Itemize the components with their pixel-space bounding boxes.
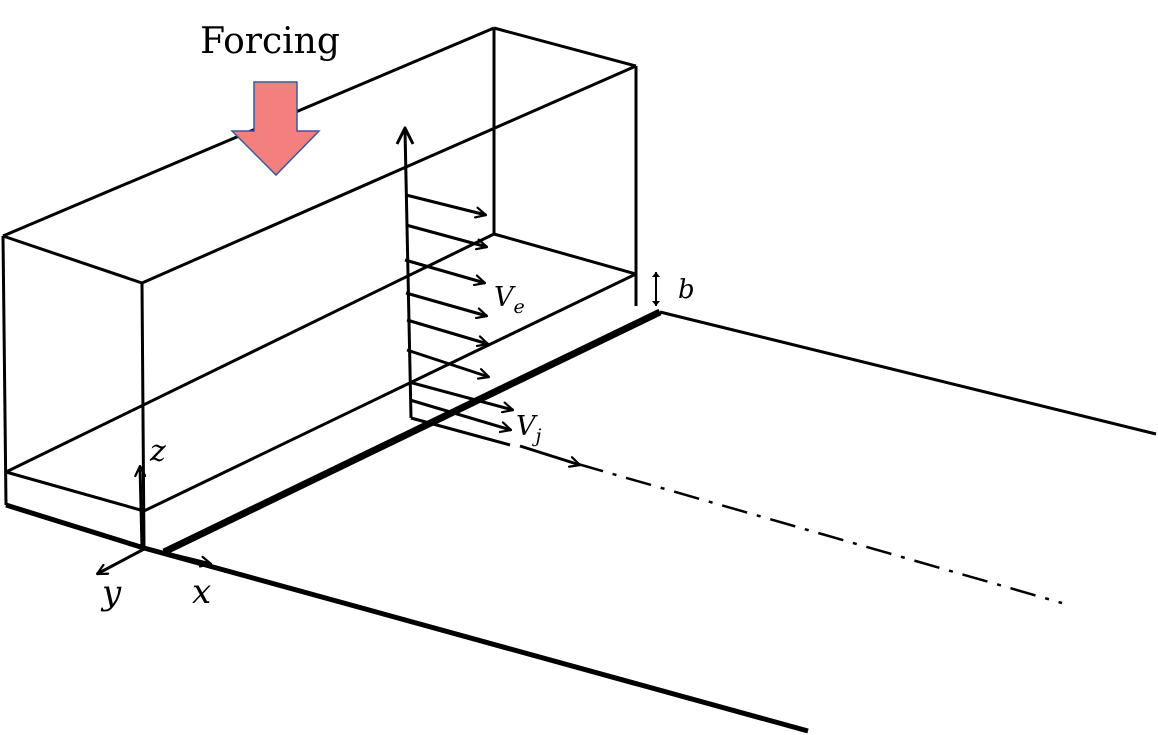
profile-arrow: [405, 223, 487, 247]
x-axis: [145, 546, 211, 564]
profile-arrow: [406, 348, 489, 377]
profile-arrow: [408, 380, 513, 410]
y-axis: [97, 546, 147, 576]
down-arrow-icon: [230, 81, 321, 177]
profile-arrow: [409, 398, 511, 430]
profile-arrow: [406, 318, 488, 344]
profile-base: [410, 416, 511, 447]
profile-axis-arrowhead: [395, 126, 415, 145]
profile-axis: [403, 129, 413, 419]
ve-label: Ve: [494, 282, 525, 318]
box-front-edges: [1, 64, 637, 549]
axes-origin: [97, 466, 211, 576]
profile-arrow: [405, 291, 487, 316]
box-back-edges: [2, 26, 638, 306]
base-edges: [5, 308, 1157, 734]
profile-arrow: [405, 193, 486, 215]
b-label: b: [678, 275, 695, 305]
x-label: x: [192, 572, 211, 612]
jet-layer: [5, 232, 637, 513]
vj-label: Vj: [516, 411, 542, 447]
centerline-arrow: [519, 444, 580, 465]
centerline: [577, 462, 1063, 605]
z-axis: [140, 466, 142, 549]
profile-arrow: [404, 258, 485, 283]
forcing-label: Forcing: [200, 21, 340, 62]
velocity-profile-arrows: [404, 193, 580, 465]
z-label: z: [149, 434, 166, 469]
y-label: y: [100, 573, 122, 613]
